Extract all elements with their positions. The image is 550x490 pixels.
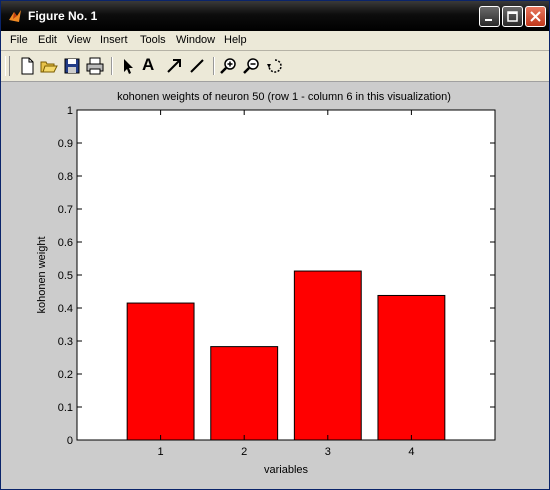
menu-tools[interactable]: Tools: [140, 34, 166, 46]
select-arrow-icon[interactable]: [119, 57, 137, 75]
menu-file[interactable]: File: [10, 34, 28, 46]
y-axis: 0 0.1 0.2 0.3 0.4 0.5 0.6 0.7 0.8 0.9 1: [58, 105, 495, 447]
open-file-icon[interactable]: [40, 57, 58, 75]
y-tick-label: 0.3: [58, 336, 73, 348]
toolbar-grip[interactable]: [5, 56, 10, 76]
close-button[interactable]: [525, 6, 546, 27]
bar-1: [126, 302, 195, 441]
title-bar[interactable]: Figure No. 1: [1, 1, 549, 31]
toolbar: A: [1, 51, 549, 82]
maximize-button[interactable]: [502, 6, 523, 27]
matlab-app-icon: [9, 10, 21, 22]
save-icon[interactable]: [63, 57, 81, 75]
y-axis-label: kohonen weight: [36, 236, 48, 313]
figure-canvas: kohonen weights of neuron 50 (row 1 - co…: [1, 82, 549, 489]
zoom-out-icon[interactable]: [243, 57, 261, 75]
toolbar-separator: [213, 57, 215, 75]
close-icon: [530, 11, 541, 22]
chart-title: kohonen weights of neuron 50 (row 1 - co…: [117, 91, 451, 103]
menu-edit[interactable]: Edit: [38, 34, 57, 46]
x-tick-label: 3: [325, 446, 331, 458]
minimize-button[interactable]: [479, 6, 500, 27]
y-tick-label: 0: [67, 435, 73, 447]
insert-text-icon[interactable]: A: [142, 55, 155, 74]
menu-window[interactable]: Window: [176, 34, 216, 46]
x-tick-label: 2: [241, 446, 247, 458]
y-tick-label: 0.6: [58, 237, 73, 249]
y-tick-label: 0.2: [58, 369, 73, 381]
y-tick-label: 0.8: [58, 171, 73, 183]
y-tick-label: 0.9: [58, 138, 73, 150]
window-title: Figure No. 1: [28, 9, 98, 23]
print-icon[interactable]: [86, 57, 104, 75]
bar-chart: kohonen weights of neuron 50 (row 1 - co…: [36, 91, 496, 476]
menu-insert[interactable]: Insert: [100, 34, 128, 46]
y-tick-label: 0.5: [58, 270, 73, 282]
bar-4: [377, 294, 446, 441]
menu-view[interactable]: View: [67, 34, 91, 46]
bar-series: [126, 270, 446, 441]
menu-bar: File Edit View Insert Tools Window Help: [1, 31, 549, 51]
insert-line-icon[interactable]: [188, 57, 206, 75]
bar-3: [293, 270, 362, 441]
x-tick-label: 4: [408, 446, 414, 458]
minimize-icon: [485, 19, 492, 21]
x-axis-label: variables: [264, 464, 309, 476]
bar-2: [210, 346, 279, 441]
rotate-3d-icon[interactable]: [266, 57, 284, 75]
menu-help[interactable]: Help: [224, 34, 247, 46]
x-axis: 1 2 3 4: [158, 110, 414, 458]
y-tick-label: 1: [67, 105, 73, 117]
y-tick-label: 0.4: [58, 303, 73, 315]
y-tick-label: 0.1: [58, 402, 73, 414]
new-figure-icon[interactable]: [18, 57, 36, 75]
x-tick-label: 1: [158, 446, 164, 458]
zoom-in-icon[interactable]: [220, 57, 238, 75]
toolbar-separator: [111, 57, 113, 75]
insert-arrow-icon[interactable]: [165, 57, 183, 75]
maximize-icon: [507, 11, 518, 22]
y-tick-label: 0.7: [58, 204, 73, 216]
